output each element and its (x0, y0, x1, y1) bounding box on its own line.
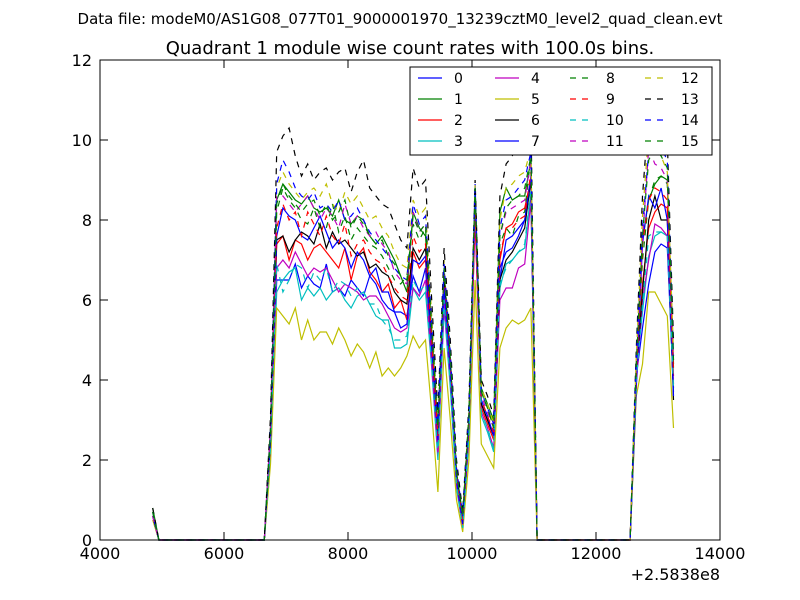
legend-label-6: 6 (531, 113, 540, 129)
legend-label-3: 3 (454, 134, 463, 150)
x-tick-label: 12000 (571, 544, 622, 563)
y-tick-label: 8 (82, 211, 92, 230)
axes-frame (99, 59, 721, 541)
legend-label-2: 2 (454, 113, 463, 129)
x-axis-offset-label: +2.5838e8 (631, 565, 720, 584)
legend-label-14: 14 (681, 113, 699, 129)
x-tick-label: 6000 (204, 544, 245, 563)
legend-label-15: 15 (681, 134, 699, 150)
legend-label-4: 4 (531, 71, 540, 87)
legend-label-7: 7 (531, 134, 540, 150)
x-tick-label: 10000 (447, 544, 498, 563)
y-tick-label: 2 (82, 451, 92, 470)
x-tick-label: 14000 (695, 544, 746, 563)
x-tick-label: 4000 (80, 544, 121, 563)
legend-label-1: 1 (454, 92, 463, 108)
legend-frame (409, 66, 713, 156)
y-tick-label: 4 (82, 371, 92, 390)
legend-label-10: 10 (606, 113, 624, 129)
y-tick-label: 0 (82, 531, 92, 550)
x-tick-labels: 4000 6000 8000 10000 12000 14000 (80, 544, 746, 563)
legend-label-0: 0 (454, 71, 463, 87)
series-11-line (152, 147, 675, 541)
x-tick-label: 8000 (328, 544, 369, 563)
y-tick-labels: 0 2 4 6 8 10 12 (72, 51, 92, 550)
legend-label-11: 11 (606, 134, 624, 150)
chart-title: Quadrant 1 module wise count rates with … (166, 38, 655, 59)
legend-label-12: 12 (681, 71, 699, 87)
legend-label-9: 9 (606, 92, 615, 108)
y-tick-label: 10 (72, 131, 92, 150)
y-tick-label: 12 (72, 51, 92, 70)
y-tick-label: 6 (82, 291, 92, 310)
figure-suptitle: Data file: modeM0/AS1G08_077T01_90000019… (78, 10, 723, 29)
legend-label-8: 8 (606, 71, 615, 87)
legend-label-5: 5 (531, 92, 540, 108)
legend-label-13: 13 (681, 92, 699, 108)
